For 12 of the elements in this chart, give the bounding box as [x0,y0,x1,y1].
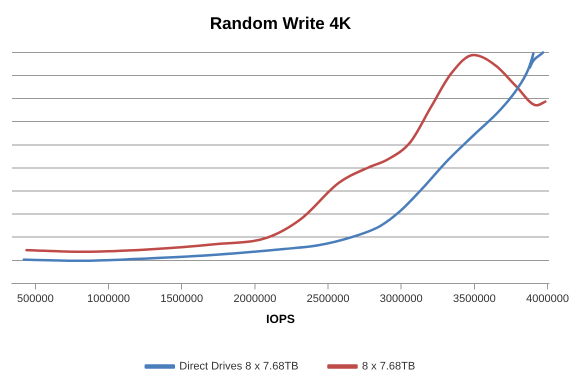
x-tick-label: 2500000 [306,293,350,306]
x-tick-label: 2000000 [233,293,276,306]
x-axis-title: IOPS [266,312,295,326]
x-tick-label: 3000000 [380,293,423,306]
x-tick-label: 500000 [17,293,54,306]
x-tick-label: 1000000 [87,293,130,306]
x-tick-label: 3500000 [452,293,496,306]
legend-label: 8 x 7.68TB [362,360,416,373]
legend-label: Direct Drives 8 x 7.68TB [179,360,299,373]
x-tick-label: 1500000 [160,293,204,306]
chart-title: Random Write 4K [210,14,352,33]
x-tick-label: 4000000 [526,293,569,306]
